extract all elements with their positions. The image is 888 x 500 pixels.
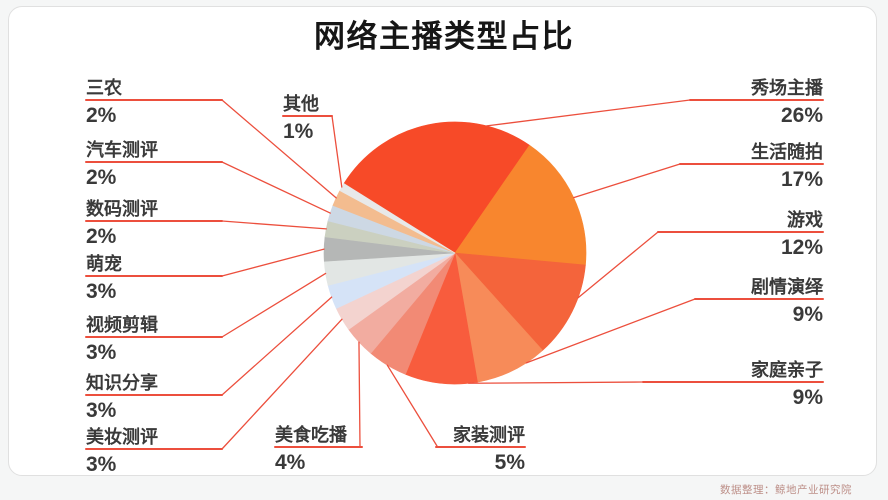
leader-line [221, 296, 333, 396]
leader-line [221, 272, 327, 338]
pie-callout-value: 2% [86, 104, 117, 127]
pie-callout-7: 美食吃播 4% [275, 424, 347, 474]
pie-callout-value: 1% [283, 120, 314, 143]
pie-callout-value: 5% [494, 451, 525, 474]
leader-line [358, 341, 361, 448]
pie-callout-label: 家庭亲子 [751, 360, 823, 380]
leader-line [221, 248, 325, 277]
leader-line [468, 381, 644, 384]
pie-callout-value: 3% [86, 453, 117, 476]
leader-line [486, 99, 691, 127]
pie-callout-label: 知识分享 [86, 373, 158, 393]
pie-callout-label: 游戏 [787, 210, 823, 230]
pie-callout-value: 3% [86, 280, 117, 303]
pie-callout-13: 汽车测评 2% [86, 139, 158, 189]
pie-callout-label: 美食吃播 [275, 425, 347, 445]
pie-callout-9: 知识分享 3% [86, 372, 158, 422]
pie-callout-label: 数码测评 [86, 199, 158, 219]
pie-callout-6: 家装测评 5% [325, 424, 525, 474]
pie-callout-11: 萌宠 3% [86, 253, 122, 303]
pie-callout-value: 12% [780, 236, 823, 259]
pie-callout-label: 萌宠 [86, 254, 122, 274]
pie-callout-value: 9% [792, 303, 823, 326]
pie-callout-value: 3% [86, 341, 117, 364]
pie-callout-12: 数码测评 2% [86, 198, 158, 248]
pie-callout-value: 9% [792, 386, 823, 409]
pie-callout-label: 汽车测评 [86, 140, 158, 160]
leader-line [573, 163, 681, 199]
pie-callout-value: 4% [275, 451, 306, 474]
pie-callout-label: 生活随拍 [751, 142, 823, 162]
data-source-note: 数据整理：鲸地产业研究院 [720, 484, 852, 496]
leader-line [386, 364, 438, 447]
pie-slice-3 [454, 252, 586, 351]
pie-callout-label: 剧情演绎 [751, 277, 823, 297]
leader-line [525, 298, 696, 364]
pie-callout-value: 26% [780, 104, 823, 127]
pie-callout-label: 秀场主播 [751, 78, 823, 98]
leader-line [221, 318, 343, 450]
pie-callout-10: 视频剪辑 3% [86, 314, 158, 364]
pie-callout-8: 美妆测评 3% [86, 426, 158, 476]
pie-callout-value: 2% [86, 166, 117, 189]
pie-callout-3: 游戏 12% [603, 209, 823, 259]
pie-callout-4: 剧情演绎 9% [603, 276, 823, 326]
leader-line [331, 115, 343, 188]
pie-callout-label: 视频剪辑 [86, 315, 158, 335]
pie-callout-value: 17% [780, 168, 823, 191]
pie-callout-5: 家庭亲子 9% [603, 359, 823, 409]
leader-line [221, 99, 337, 199]
pie-slice-1 [343, 121, 530, 254]
pie-callout-15: 其他 1% [283, 93, 319, 143]
pie-callout-value: 3% [86, 399, 117, 422]
chart-title: 网络主播类型占比 [314, 19, 574, 54]
leader-line [221, 161, 331, 214]
pie-callout-label: 三农 [86, 78, 122, 98]
pie-callout-label: 美妆测评 [86, 427, 158, 447]
pie-callout-label: 其他 [283, 94, 319, 114]
pie-callout-value: 2% [86, 225, 117, 248]
leader-line [577, 231, 659, 299]
pie-callout-14: 三农 2% [86, 77, 122, 127]
pie-callout-1: 秀场主播 26% [603, 77, 823, 127]
pie-callout-2: 生活随拍 17% [603, 141, 823, 191]
pie-callout-label: 家装测评 [453, 425, 525, 445]
leader-line [221, 220, 327, 230]
